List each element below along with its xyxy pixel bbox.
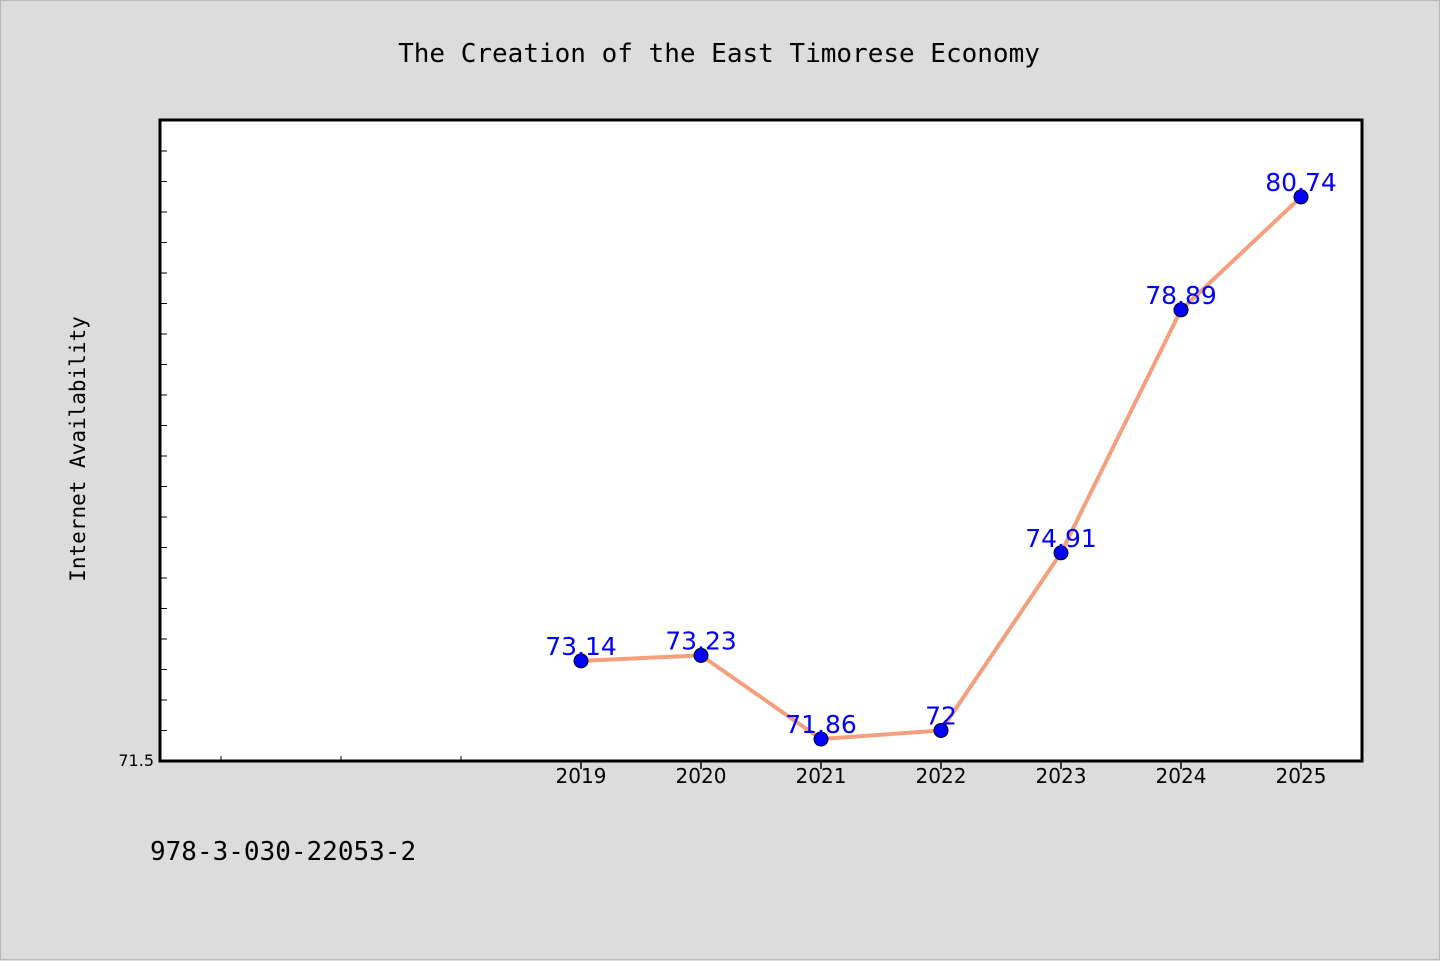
footer-isbn: 978-3-030-22053-2 [150, 837, 417, 867]
x-tick-label: 2024 [1156, 764, 1207, 788]
chart-title: The Creation of the East Timorese Econom… [398, 39, 1040, 69]
data-point-label: 71.86 [785, 710, 857, 739]
x-tick-label: 2023 [1036, 764, 1087, 788]
x-tick-label: 2025 [1276, 764, 1327, 788]
data-point-label: 73.14 [545, 632, 617, 661]
data-point-label: 73.23 [665, 626, 737, 655]
data-point-marker [813, 731, 829, 747]
data-point-label: 78.89 [1145, 281, 1217, 310]
data-point-marker [1293, 189, 1309, 205]
data-point-marker [573, 653, 589, 669]
data-point-marker [933, 722, 949, 738]
y-tick-label: 71.5 [118, 751, 154, 770]
x-tick-label: 2020 [676, 764, 727, 788]
series-markers [573, 189, 1309, 747]
x-tick-label: 2022 [916, 764, 967, 788]
plot-area [158, 118, 1364, 763]
x-tick-label: 2021 [796, 764, 847, 788]
data-point-label: 80.74 [1265, 168, 1337, 197]
y-axis-label: Internet Availability [66, 316, 90, 582]
data-point-label: 72 [925, 701, 957, 730]
data-point-marker [693, 647, 709, 663]
data-labels: 73.14 73.23 71.86 72 74.91 78.89 80.74 [545, 168, 1337, 739]
x-axis-minor-ticks [220, 756, 462, 761]
x-axis-ticks: 2019 2020 2021 2022 2023 2024 2025 [556, 761, 1327, 788]
x-tick-label: 2019 [556, 764, 607, 788]
y-axis-minor-ticks [160, 120, 167, 731]
data-point-marker [1053, 545, 1069, 561]
data-point-label: 74.91 [1025, 524, 1097, 553]
y-axis-ticks: 71.5 [118, 751, 154, 770]
data-point-marker [1173, 302, 1189, 318]
